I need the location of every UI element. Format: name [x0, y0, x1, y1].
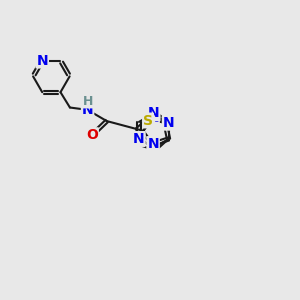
Text: N: N — [147, 111, 159, 125]
Text: N: N — [148, 106, 160, 120]
Text: H: H — [82, 94, 93, 107]
Text: N: N — [147, 137, 159, 151]
Text: O: O — [86, 128, 98, 142]
Text: N: N — [163, 116, 174, 130]
Text: N: N — [36, 54, 48, 68]
Text: N: N — [82, 103, 93, 117]
Text: N: N — [133, 132, 145, 146]
Text: S: S — [143, 113, 153, 128]
